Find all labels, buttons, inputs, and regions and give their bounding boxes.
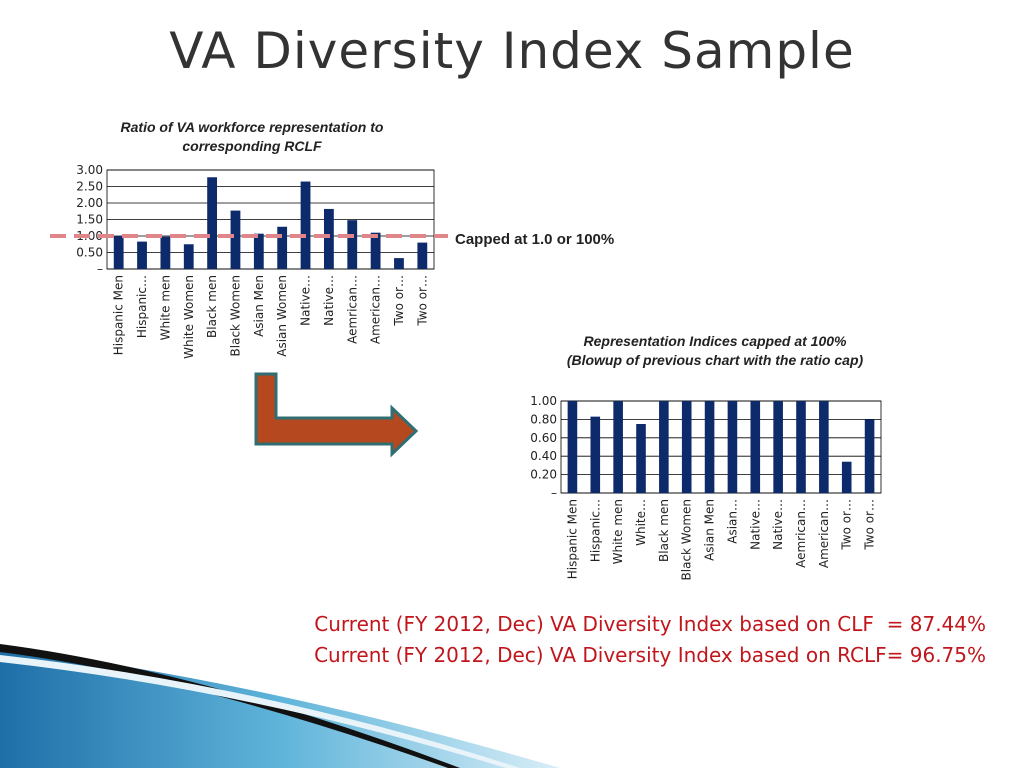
chart1-plot-frame <box>560 400 882 494</box>
chart1-bar <box>773 401 783 493</box>
swoosh-light-stripe <box>0 655 520 768</box>
chart1-ytick-label: 1.00 <box>530 394 557 408</box>
chart1-bar <box>750 401 761 493</box>
chart0-category-label: White Women <box>182 275 196 359</box>
chart0-bar <box>137 241 147 269</box>
chart0-bar <box>347 220 358 269</box>
chart0-category-label: Black men <box>205 275 219 338</box>
chart0-ytick-label: 3.00 <box>76 163 103 177</box>
chart1-ytick-label: 0.80 <box>530 412 557 426</box>
chart0-bar <box>230 210 241 269</box>
chart0-category-label: Asian Women <box>275 275 289 357</box>
chart0-bar <box>253 233 264 269</box>
chart0-category-label: White men <box>158 275 172 340</box>
chart1-ytick-label: 0.40 <box>530 449 557 463</box>
diversity-index-results: Current (FY 2012, Dec) VA Diversity Inde… <box>0 609 986 671</box>
chart0-ytick-label: 1.50 <box>76 213 103 227</box>
chart1-title: Ratio of VA workforce representation to … <box>60 118 444 156</box>
chart1-bar <box>567 401 578 493</box>
chart1-category-label: Two or… <box>840 499 854 551</box>
chart0-bar <box>370 232 381 269</box>
chart1-category-label: Asian Men <box>703 499 717 561</box>
chart1-category-label: White men <box>611 499 625 564</box>
chart1-category-label: American… <box>817 499 831 568</box>
chart1-category-label: Hispanic… <box>588 499 602 562</box>
chart1-title-line-2: corresponding RCLF <box>182 138 322 154</box>
chart1-bar <box>659 401 669 493</box>
chart0-category-label: Hispanic Men <box>112 275 126 355</box>
chart1-bar <box>681 401 692 493</box>
chart1-bar <box>704 401 715 493</box>
chart1-category-label: Asian… <box>725 499 739 544</box>
chart1-ytick-label: 0.20 <box>530 468 557 482</box>
chart1-ytick-label: 0.60 <box>530 431 557 445</box>
chart0-bar <box>113 236 124 269</box>
chart1-category-label: Native… <box>748 499 762 550</box>
chart0-bar <box>277 226 288 269</box>
chart2-title-line-2: (Blowup of previous chart with the ratio… <box>566 352 864 368</box>
chart0-ytick-label: 2.00 <box>76 196 103 210</box>
chart1-bar <box>864 419 875 493</box>
chart0-category-label: American… <box>369 275 383 344</box>
chart1-bar <box>636 424 646 493</box>
chart0-plot-frame <box>106 169 435 270</box>
chart0-category-label: Aemrican… <box>345 275 359 344</box>
chart1-category-label: Aemrican… <box>794 499 808 568</box>
chart1-ytick-label: – <box>551 486 557 500</box>
chart1-bar <box>590 416 601 493</box>
slide-title: VA Diversity Index Sample <box>169 22 855 80</box>
chart2-title: Representation Indices capped at 100% (B… <box>500 332 930 370</box>
chart0-category-label: Black Women <box>228 275 242 356</box>
index-clf-text: Current (FY 2012, Dec) VA Diversity Inde… <box>314 612 986 636</box>
chart0-category-label: Native… <box>322 275 336 326</box>
chart0-bar <box>160 236 171 269</box>
chart0-bar <box>394 258 404 269</box>
chart0-category-label: Two or… <box>415 275 429 327</box>
chart1-category-label: White… <box>634 499 648 546</box>
chart0-category-label: Two or… <box>392 275 406 327</box>
cap-note: Capped at 1.0 or 100% <box>455 231 615 248</box>
chart2-title-line-1: Representation Indices capped at 100% <box>583 333 847 349</box>
chart0-bar <box>323 208 334 269</box>
chart0-ytick-label: 2.50 <box>76 180 103 194</box>
chart1-bar <box>819 401 829 493</box>
chart0-bar <box>207 177 218 269</box>
chart0-bar <box>300 181 311 269</box>
swoosh-dark-stripe <box>0 644 460 768</box>
chart0-bar <box>183 244 194 269</box>
chart1-category-label: Two or… <box>863 499 877 551</box>
chart0-category-label: Hispanic… <box>135 275 149 338</box>
chart0-category-label: Asian Men <box>252 275 266 337</box>
chart1-title-line-1: Ratio of VA workforce representation to <box>120 119 384 135</box>
index-rclf-text: Current (FY 2012, Dec) VA Diversity Inde… <box>314 643 986 667</box>
chart1-category-label: Hispanic Men <box>565 499 579 579</box>
chart0-category-label: Native… <box>299 275 313 326</box>
chart1-category-label: Native… <box>771 499 785 550</box>
chart0-bar <box>417 242 428 269</box>
arrow-shape <box>254 372 419 458</box>
chart0-ytick-label: – <box>97 262 103 276</box>
chart1-bar <box>613 401 623 493</box>
chart1-category-label: Black Women <box>680 499 694 580</box>
chart0-ytick-label: 0.50 <box>76 246 103 260</box>
chart1-category-label: Black men <box>657 499 671 562</box>
chart1-bar <box>796 401 806 493</box>
chart1-bar <box>727 401 738 493</box>
chart1-bar <box>841 461 852 493</box>
